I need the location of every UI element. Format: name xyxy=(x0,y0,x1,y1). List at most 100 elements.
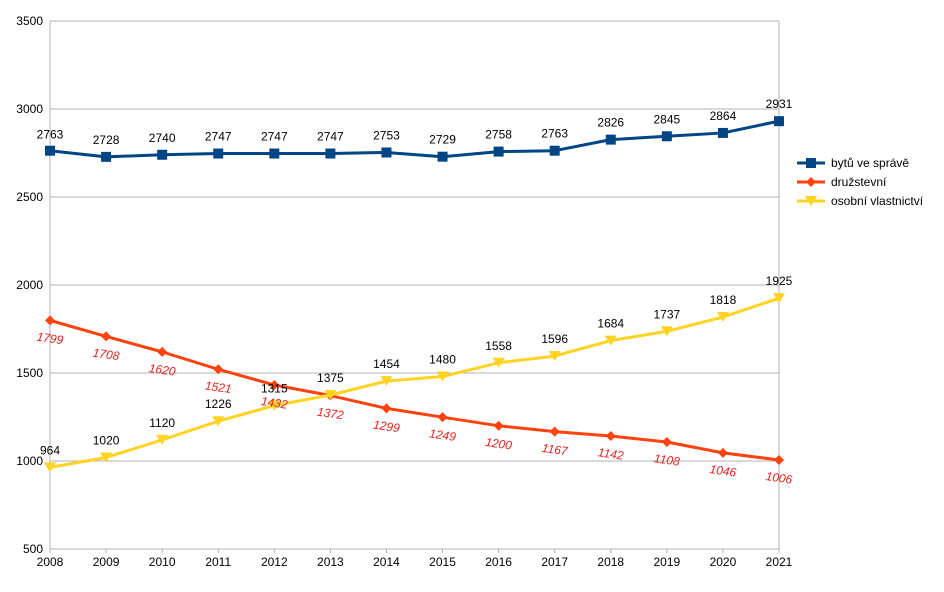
data-label: 1375 xyxy=(317,371,344,385)
data-point-square xyxy=(157,149,168,160)
y-tick-label: 2000 xyxy=(16,278,43,292)
data-label: 2729 xyxy=(429,133,456,147)
data-point-diamond xyxy=(806,177,816,187)
x-tick-label: 2015 xyxy=(429,555,456,569)
data-label: 1432 xyxy=(260,394,289,412)
data-point-square xyxy=(437,151,448,162)
data-point-triangle xyxy=(380,376,393,387)
data-point-triangle xyxy=(716,312,729,323)
y-tick-label: 500 xyxy=(23,542,43,556)
data-label: 2747 xyxy=(317,130,344,144)
data-point-triangle xyxy=(212,416,225,427)
data-label: 2845 xyxy=(653,112,680,126)
data-point-triangle xyxy=(805,196,817,206)
data-label: 1799 xyxy=(36,330,65,348)
data-label: 1480 xyxy=(429,353,456,367)
x-tick-label: 2018 xyxy=(597,555,624,569)
x-tick-label: 2009 xyxy=(93,555,120,569)
series-line xyxy=(49,296,780,469)
data-point-square xyxy=(605,134,616,145)
data-labels: 2763 2728 2740 2747 2747 2747 2753 2729 2758 2763… xyxy=(36,97,794,487)
data-label: 1006 xyxy=(765,469,794,487)
data-label: 1558 xyxy=(485,339,512,353)
data-point-square xyxy=(45,145,55,156)
data-label: 2758 xyxy=(485,128,512,142)
series-line xyxy=(49,318,780,462)
data-label: 2931 xyxy=(766,97,793,111)
data-point-square xyxy=(806,158,816,168)
data-label: 1120 xyxy=(149,416,175,430)
data-label: 2864 xyxy=(710,109,737,123)
data-point-triangle xyxy=(44,462,56,473)
data-point-square xyxy=(493,146,504,157)
data-label: 1925 xyxy=(766,274,793,288)
data-point-square xyxy=(549,145,560,156)
x-tick-label: 2013 xyxy=(317,555,344,569)
x-tick-label: 2021 xyxy=(766,555,793,569)
data-label: 2747 xyxy=(205,130,232,144)
data-label: 1596 xyxy=(541,332,568,346)
data-label: 1818 xyxy=(710,293,737,307)
data-label: 1684 xyxy=(597,317,624,331)
data-point-square xyxy=(381,147,392,158)
data-label: 1454 xyxy=(373,357,400,371)
data-label: 1372 xyxy=(316,405,345,423)
data-point-square xyxy=(101,151,112,162)
x-axis-ticks: 2008 2009 2010 2011 2012 2013 2014 2015 2016 2017… xyxy=(37,549,793,569)
data-point-diamond xyxy=(605,431,616,442)
data-label: 2826 xyxy=(597,116,624,130)
data-point-square xyxy=(325,148,336,159)
data-point-diamond xyxy=(213,364,224,375)
data-label: 2747 xyxy=(261,130,288,144)
data-label: 2763 xyxy=(37,128,64,142)
data-point-triangle xyxy=(268,400,281,411)
data-label: 1249 xyxy=(428,426,457,444)
data-point-square xyxy=(717,127,728,138)
x-tick-label: 2017 xyxy=(541,555,568,569)
data-point-diamond xyxy=(493,420,504,431)
legend-label: osobní vlastnictví xyxy=(831,194,924,208)
x-tick-label: 2010 xyxy=(149,555,176,569)
data-label: 1200 xyxy=(484,435,513,453)
data-label: 1315 xyxy=(261,382,288,396)
data-point-diamond xyxy=(717,447,728,458)
data-point-diamond xyxy=(45,315,55,326)
data-point-square xyxy=(213,148,224,159)
x-tick-label: 2014 xyxy=(373,555,400,569)
data-point-diamond xyxy=(774,454,784,465)
data-point-diamond xyxy=(101,331,112,342)
grid-lines xyxy=(49,20,780,550)
series-line xyxy=(49,119,780,159)
data-point-diamond xyxy=(269,379,280,390)
data-point-triangle xyxy=(492,357,505,368)
x-tick-label: 2020 xyxy=(710,555,737,569)
data-label: 1708 xyxy=(92,346,121,364)
data-label: 1620 xyxy=(148,361,177,379)
data-label: 1737 xyxy=(653,307,680,321)
data-point-triangle xyxy=(660,326,673,337)
data-point-diamond xyxy=(381,403,392,414)
data-label: 1521 xyxy=(204,379,232,397)
x-tick-label: 2012 xyxy=(261,555,288,569)
data-point-diamond xyxy=(549,426,560,437)
legend-label: družstevní xyxy=(831,175,887,189)
data-point-triangle xyxy=(156,434,169,445)
data-point-diamond xyxy=(157,346,168,357)
data-label: 1108 xyxy=(653,451,681,469)
x-tick-label: 2011 xyxy=(205,555,231,569)
data-point-triangle xyxy=(436,371,449,382)
data-point-square xyxy=(661,131,672,142)
data-label: 1226 xyxy=(205,397,232,411)
data-point-triangle xyxy=(100,452,113,463)
data-point-triangle xyxy=(604,335,617,346)
legend-label: bytů ve správě xyxy=(831,156,909,170)
data-label: 2740 xyxy=(149,131,176,145)
data-label: 1020 xyxy=(93,433,120,447)
series-group xyxy=(44,116,785,473)
y-tick-label: 1500 xyxy=(16,366,43,380)
x-tick-label: 2016 xyxy=(485,555,512,569)
data-point-triangle xyxy=(548,351,561,362)
data-label: 1046 xyxy=(709,462,738,480)
data-point-square xyxy=(774,116,784,127)
